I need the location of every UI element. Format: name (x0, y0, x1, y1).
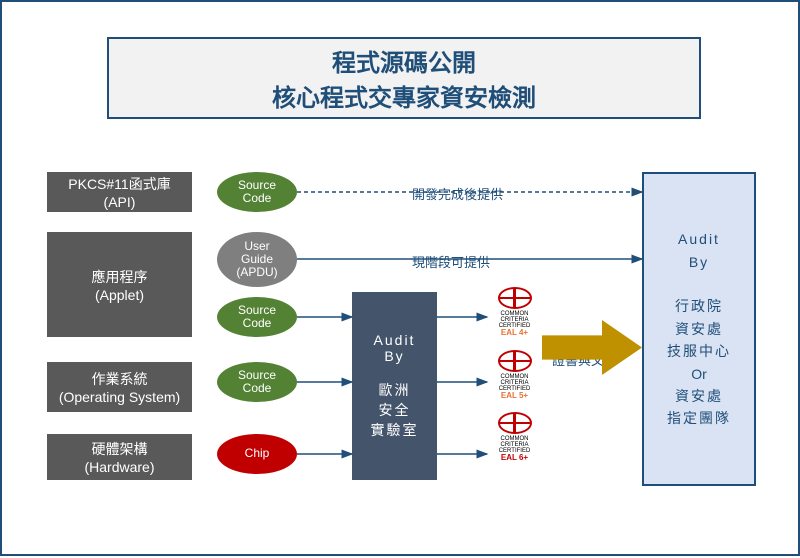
diagram-canvas: 程式源碼公開 核心程式交專家資安檢測 PKCS#11函式庫(API)應用程序(A… (0, 0, 800, 556)
connector-arrows (2, 2, 800, 558)
big-arrow (542, 320, 642, 375)
